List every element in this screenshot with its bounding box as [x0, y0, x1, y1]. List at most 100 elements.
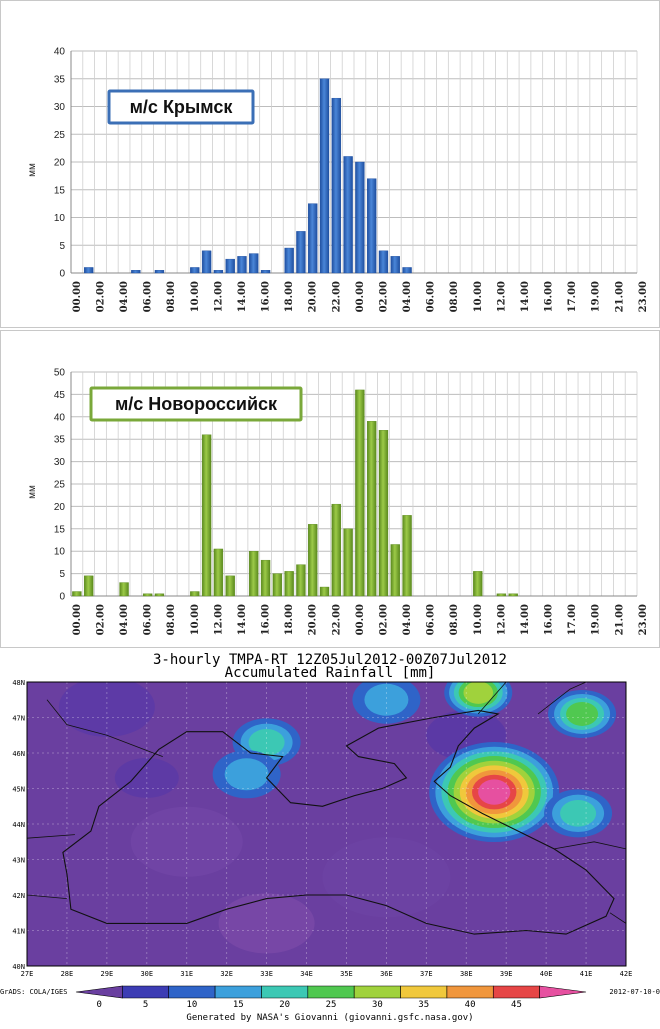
station-label-box — [89, 386, 303, 422]
bar — [225, 258, 235, 274]
x-tick-label: 08.00 — [166, 281, 177, 312]
bar — [213, 548, 224, 597]
y-tick-label: 30 — [54, 102, 66, 113]
colorbar-label: 45 — [511, 1000, 522, 1010]
lat-tick-label: 43N — [12, 857, 25, 865]
y-tick-label: 10 — [54, 547, 66, 558]
lat-tick-label: 41N — [12, 928, 25, 936]
x-tick-label: 20.00 — [308, 604, 319, 635]
x-tick-label: 00.00 — [355, 281, 366, 312]
colorbar-label: 15 — [233, 1000, 244, 1010]
giovanni-credit: Generated by NASA's Giovanni (giovanni.g… — [186, 1013, 473, 1023]
rainfall-map-panel: 3-hourly TMPA-RT 12Z05Jul2012-00Z07Jul20… — [0, 648, 660, 1024]
rain-contour — [224, 758, 269, 791]
x-tick-label: 06.00 — [143, 604, 154, 635]
y-tick-label: 0 — [59, 592, 65, 603]
y-tick-label: 15 — [54, 185, 66, 196]
bar — [367, 421, 377, 597]
colorbar-swatch — [168, 985, 216, 999]
x-tick-label: 06.00 — [426, 281, 437, 312]
rain-patch — [114, 757, 179, 798]
x-tick-label: 12.00 — [213, 281, 224, 312]
rain-contour — [364, 683, 409, 716]
bar — [154, 270, 165, 274]
x-tick-label: 10.00 — [190, 281, 201, 312]
bar — [390, 544, 400, 597]
bar — [378, 430, 389, 597]
lat-tick-label: 47N — [12, 715, 25, 723]
x-tick-label: 04.00 — [402, 604, 413, 635]
bar — [225, 575, 235, 597]
colorbar-swatch — [400, 985, 448, 999]
x-tick-label: 00.00 — [355, 604, 366, 635]
lon-tick-label: 28E — [61, 970, 74, 978]
x-tick-label: 02.00 — [95, 604, 106, 635]
x-tick-label: 06.00 — [426, 604, 437, 635]
bar — [201, 250, 212, 274]
lat-tick-label: 44N — [12, 821, 25, 829]
lat-tick-label: 40N — [12, 963, 25, 971]
lon-tick-label: 31E — [180, 970, 193, 978]
lon-tick-label: 40E — [540, 970, 553, 978]
y-tick-label: 20 — [54, 502, 66, 513]
bar — [473, 571, 483, 597]
bar — [355, 161, 365, 274]
y-tick-label: 10 — [54, 213, 66, 224]
border-line — [27, 894, 67, 899]
x-tick-label: 19.00 — [591, 281, 602, 312]
x-tick-label: 10.00 — [473, 604, 484, 635]
bar — [201, 434, 212, 597]
lon-tick-label: 37E — [420, 970, 433, 978]
x-tick-label: 22.00 — [331, 604, 342, 635]
bar — [131, 270, 141, 274]
colorbar-swatch — [492, 985, 540, 999]
y-tick-label: 40 — [54, 47, 66, 58]
bar — [296, 564, 306, 597]
y-tick-label: 35 — [54, 435, 66, 446]
lon-tick-label: 34E — [300, 970, 313, 978]
x-tick-label: 10.00 — [190, 604, 201, 635]
y-axis-label: мм — [27, 163, 38, 177]
bar — [272, 573, 283, 597]
bar — [343, 156, 353, 274]
colorbar-swatch — [75, 985, 123, 999]
lon-tick-label: 29E — [101, 970, 114, 978]
x-tick-label: 08.00 — [166, 604, 177, 635]
bar — [331, 503, 341, 597]
x-tick-label: 04.00 — [119, 281, 130, 312]
rain-patch — [58, 682, 155, 737]
y-tick-label: 5 — [59, 569, 65, 580]
colorbar-swatch — [214, 985, 262, 999]
y-tick-label: 20 — [54, 158, 66, 169]
border-line — [609, 912, 626, 924]
rainfall-map: 3-hourly TMPA-RT 12Z05Jul2012-00Z07Jul20… — [0, 652, 660, 1023]
map-date-stamp: 2012-07-10-0 — [609, 988, 660, 996]
colorbar-label: 5 — [143, 1000, 148, 1010]
x-tick-label: 12.00 — [496, 281, 507, 312]
colorbar-label: 10 — [186, 1000, 197, 1010]
y-tick-label: 0 — [59, 269, 65, 280]
border-line — [554, 841, 626, 850]
rain-contour — [566, 701, 599, 726]
bar — [249, 550, 259, 597]
border-line — [537, 682, 587, 715]
x-tick-label: 12.00 — [213, 604, 224, 635]
lon-tick-label: 32E — [220, 970, 233, 978]
bar — [84, 267, 94, 274]
x-tick-label: 02.00 — [95, 281, 106, 312]
x-tick-label: 17.00 — [567, 281, 578, 312]
lon-tick-label: 41E — [580, 970, 593, 978]
x-tick-label: 12.00 — [496, 604, 507, 635]
coastline — [62, 709, 615, 935]
lon-tick-label: 33E — [260, 970, 273, 978]
x-tick-label: 00.00 — [72, 281, 83, 312]
map-frame — [26, 681, 627, 967]
rain-contour — [560, 800, 597, 827]
y-tick-label: 40 — [54, 412, 66, 423]
y-tick-label: 15 — [54, 524, 66, 535]
y-tick-label: 25 — [54, 130, 66, 141]
bar — [319, 78, 330, 274]
colorbar-swatch — [353, 985, 401, 999]
bar — [308, 524, 318, 597]
bar — [496, 593, 507, 597]
